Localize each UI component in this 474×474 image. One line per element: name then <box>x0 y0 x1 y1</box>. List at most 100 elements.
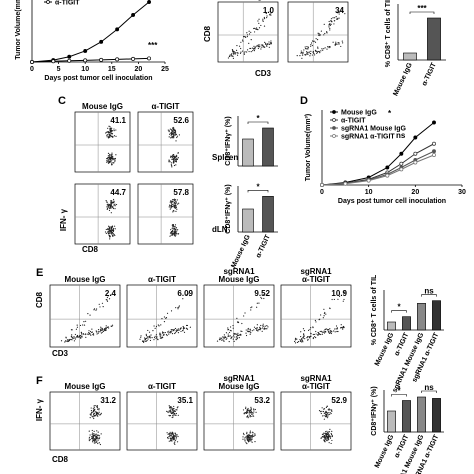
flow-dot <box>82 333 85 335</box>
flow-dot <box>170 411 172 413</box>
flow-dot <box>240 51 242 53</box>
flow-dot <box>251 435 253 437</box>
bar <box>387 410 396 433</box>
flow-dot <box>143 337 146 339</box>
flow-dot <box>172 414 174 417</box>
flow-dot <box>72 337 74 339</box>
flow-dot <box>113 233 115 236</box>
flow-dot <box>236 54 239 56</box>
flow-dot <box>163 321 166 323</box>
flow-dot <box>108 133 110 135</box>
flow-dot <box>245 334 248 337</box>
flow-dot <box>100 326 102 328</box>
flow-dot <box>106 136 108 138</box>
flow-dot <box>147 338 149 340</box>
flow-dot <box>249 333 251 335</box>
flow-dot <box>246 35 248 38</box>
flow-dot <box>109 232 111 234</box>
flow-dot <box>169 206 171 208</box>
flow-dot <box>234 51 236 53</box>
flow-dot <box>186 328 189 330</box>
flow-dot <box>336 43 338 45</box>
flow-dot <box>247 412 249 414</box>
flow-dot <box>176 155 178 158</box>
flow-dot <box>111 162 113 164</box>
flow-dot <box>108 125 110 127</box>
flow-dot <box>245 442 247 444</box>
flow-dot <box>223 339 225 341</box>
flow-dot <box>231 49 234 51</box>
flow-dot <box>272 8 274 10</box>
flow-dot <box>257 47 259 49</box>
flow-dot <box>170 200 172 202</box>
flow-dot <box>108 135 110 137</box>
flow-dot <box>169 409 172 411</box>
flow-dot <box>237 332 239 334</box>
flow-dot <box>326 433 328 435</box>
flow-dot <box>169 232 172 234</box>
flow-dot <box>259 44 261 46</box>
significance-bracket <box>391 394 407 397</box>
flow-dot <box>175 133 177 136</box>
flow-dot <box>310 45 312 47</box>
flow-dot <box>171 157 173 159</box>
flow-dot <box>113 225 116 227</box>
flow-dot <box>96 407 99 409</box>
flow-dot <box>167 437 169 440</box>
flow-dot <box>185 294 187 296</box>
flow-dot <box>259 329 261 331</box>
flow-dot <box>302 341 304 343</box>
flow-dot <box>174 199 177 201</box>
flow-dot <box>171 440 173 442</box>
data-point <box>432 153 436 157</box>
flow-dot <box>175 330 177 333</box>
flow-dot <box>171 136 173 138</box>
flow-dot <box>256 324 258 326</box>
flow-dot <box>323 432 325 434</box>
flow-dot <box>170 207 172 209</box>
flow-dot <box>114 157 117 160</box>
flow-dot <box>71 334 73 336</box>
flow-dot <box>176 441 179 443</box>
y-axis-label: CD8⁺IFNγ⁺ (%) <box>225 184 232 233</box>
flow-dot <box>173 137 175 139</box>
flow-dots <box>318 405 333 445</box>
y-axis-label: Tumor Volume(mm³) <box>15 0 22 60</box>
flow-dot <box>98 411 100 413</box>
flow-dot <box>171 158 173 160</box>
flow-dot <box>109 132 111 134</box>
flow-dot <box>114 159 116 161</box>
flow-dot <box>176 434 178 436</box>
flow-dot <box>232 51 234 53</box>
flow-dot <box>236 338 239 340</box>
flow-dot <box>67 340 69 342</box>
flow-dot <box>160 334 162 336</box>
flow-dot <box>106 201 108 203</box>
flow-dot <box>111 231 113 234</box>
flow-dot <box>231 54 233 57</box>
flow-dot <box>245 329 247 331</box>
flow-dot <box>252 50 254 52</box>
flow-dot <box>99 414 101 416</box>
flow-dot <box>247 437 249 439</box>
flow-dot <box>180 330 182 333</box>
flow-dot <box>227 327 229 329</box>
flow-dot <box>324 441 326 443</box>
flow-dot <box>158 325 160 327</box>
flow-dot <box>172 158 174 161</box>
flow-dot <box>266 328 268 330</box>
flow-dot <box>89 417 91 419</box>
flow-dot <box>169 433 171 435</box>
flow-dot <box>331 298 333 301</box>
flow-dot <box>250 408 252 410</box>
flow-dot <box>97 438 99 440</box>
flow-dot <box>89 439 91 441</box>
flow-dot <box>240 47 242 50</box>
flow-dot <box>107 227 109 230</box>
flow-dot <box>176 208 178 210</box>
flow-dot <box>107 156 109 159</box>
flow-dot <box>328 20 330 23</box>
flow-dot <box>108 327 110 329</box>
flow-dot <box>111 234 114 237</box>
panel-label: E <box>36 267 43 279</box>
